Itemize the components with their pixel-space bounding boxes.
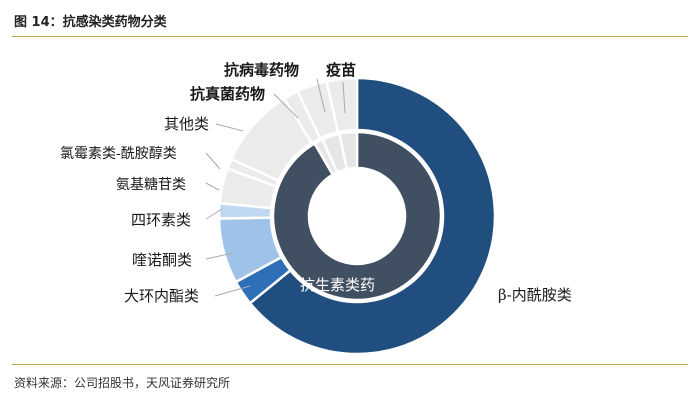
leader-vaccine — [342, 81, 346, 114]
label-antiviral: 抗病毒药物 — [224, 61, 299, 79]
leader-chloramphenicol — [205, 152, 221, 170]
label-tetracycline: 四环素类 — [131, 211, 191, 229]
source-note: 资料来源：公司招股书，天风证券研究所 — [14, 376, 231, 390]
leader-antifungal — [273, 93, 299, 119]
figure-title: 图 14：抗感染类药物分类 — [14, 15, 167, 30]
leader-macrolide — [214, 285, 251, 297]
label-other: 其他类 — [164, 115, 209, 133]
label-aminoglycoside: 氨基糖苷类 — [116, 176, 186, 193]
label-antifungal: 抗真菌药物 — [190, 85, 265, 103]
leader-tetracycline — [205, 208, 223, 220]
inner-ring — [271, 130, 443, 302]
label-chloramphenicol: 氯霉素类-酰胺醇类 — [60, 145, 177, 162]
outer-slice-beta-lactam — [248, 76, 497, 356]
top-rule — [12, 36, 688, 37]
label-antibiotics: 抗生素类药 — [300, 276, 375, 294]
bottom-rule — [12, 364, 688, 365]
label-quinolone: 喹诺酮类 — [132, 251, 192, 269]
label-macrolide: 大环内酯类 — [124, 287, 199, 305]
inner-slice-vaccine — [337, 130, 359, 171]
leader-antiviral — [316, 78, 326, 113]
outer-slice-vaccine — [325, 76, 359, 134]
leader-lines — [205, 78, 346, 297]
label-vaccine: 疫苗 — [326, 61, 356, 79]
inner-slice-antibiotics — [271, 130, 443, 302]
outer-ring — [217, 76, 497, 356]
leader-aminoglycoside — [205, 182, 220, 191]
leader-other — [215, 123, 244, 132]
label-beta-lactam: β-内酰胺类 — [498, 286, 572, 304]
leader-quinolone — [205, 252, 234, 260]
